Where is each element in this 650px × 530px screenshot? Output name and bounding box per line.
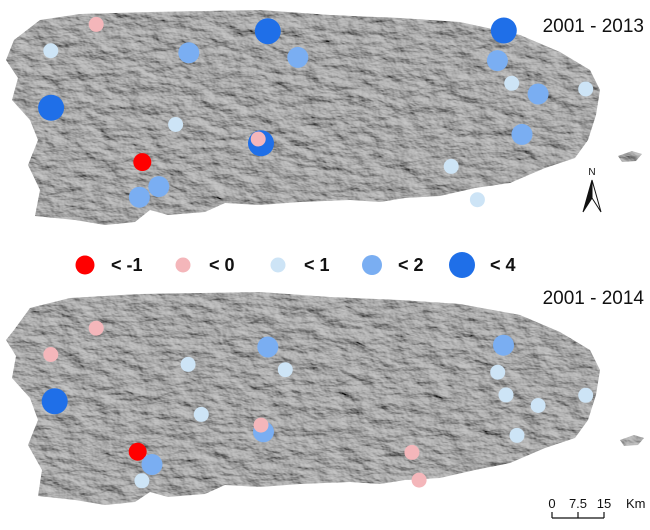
station-marker-pale-blue xyxy=(193,406,209,422)
legend-item: < -1 xyxy=(75,255,143,275)
station-marker-pale-blue xyxy=(168,117,184,132)
station-marker-pale-blue xyxy=(509,427,525,443)
legend-label: < 4 xyxy=(490,255,516,275)
station-marker-pink xyxy=(88,320,104,336)
legend-item: < 4 xyxy=(449,252,516,278)
station-marker-pink xyxy=(43,347,59,362)
legend-label: < -1 xyxy=(111,255,143,275)
station-marker-pale-blue xyxy=(578,81,594,97)
legend-swatch-red xyxy=(75,255,95,275)
station-marker-mid-blue xyxy=(141,454,163,475)
station-marker-mid-blue xyxy=(257,336,279,358)
station-marker-blue xyxy=(38,94,65,121)
station-marker-pale-blue xyxy=(504,75,520,91)
station-marker-blue xyxy=(254,18,281,45)
panel-title: 2001 - 2014 xyxy=(543,288,645,309)
station-marker-mid-blue xyxy=(527,83,549,105)
legend-label: < 0 xyxy=(209,255,235,275)
legend-swatch-mid-blue xyxy=(362,255,382,275)
panel-title: 2001 - 2013 xyxy=(543,16,644,37)
station-marker-mid-blue xyxy=(511,123,533,145)
station-marker-pale-blue xyxy=(490,364,506,380)
station-marker-pale-blue xyxy=(443,158,459,174)
legend-swatch-pink xyxy=(175,257,191,273)
station-marker-red xyxy=(133,153,152,172)
station-marker-pale-blue xyxy=(578,387,594,403)
islet xyxy=(620,435,644,446)
north-arrow-icon: N xyxy=(582,167,602,213)
scale-bar: 0 7.5 15 Km xyxy=(548,496,646,519)
north-label: N xyxy=(588,167,595,178)
legend-label: < 1 xyxy=(304,255,330,275)
station-marker-mid-blue xyxy=(148,176,170,198)
station-marker-pink xyxy=(250,131,266,147)
map-panel-2001-2014: 2001 - 2014 xyxy=(6,288,644,505)
station-marker-pale-blue xyxy=(277,362,293,378)
station-marker-mid-blue xyxy=(128,186,150,208)
station-marker-pale-blue xyxy=(530,398,546,413)
scale-tick-label: 7.5 xyxy=(569,496,587,511)
station-marker-blue xyxy=(490,17,517,44)
station-marker-mid-blue xyxy=(486,50,508,72)
station-marker-pale-blue xyxy=(498,387,514,403)
station-marker-pale-blue xyxy=(134,473,150,489)
puerto-rico-island xyxy=(6,292,600,505)
islet xyxy=(618,151,642,162)
legend-swatch-pale-blue xyxy=(270,257,286,273)
station-marker-mid-blue xyxy=(287,46,309,68)
scale-tick-label: 15 xyxy=(597,496,611,511)
legend-item: < 2 xyxy=(362,255,424,275)
legend-swatch-blue xyxy=(449,252,475,278)
station-marker-pink xyxy=(411,472,427,488)
puerto-rico-island xyxy=(6,10,600,225)
station-marker-mid-blue xyxy=(493,334,514,356)
station-marker-pale-blue xyxy=(180,356,196,372)
legend: < -1 < 0 < 1 < 2 < 4 xyxy=(75,252,516,278)
station-marker-pale-blue xyxy=(469,192,485,208)
station-marker-pink xyxy=(88,16,104,32)
scale-unit-label: Km xyxy=(626,496,646,511)
station-marker-pink xyxy=(404,444,420,460)
station-marker-red xyxy=(128,442,147,461)
scale-bar-line xyxy=(551,512,605,519)
map-panel-2001-2013: 2001 - 2013 xyxy=(6,10,644,225)
scale-tick-label: 0 xyxy=(548,496,555,511)
station-marker-blue xyxy=(41,388,68,415)
legend-item: < 0 xyxy=(175,255,235,275)
station-marker-pale-blue xyxy=(43,43,59,59)
station-marker-mid-blue xyxy=(178,42,200,64)
station-marker-pink xyxy=(253,417,269,433)
legend-item: < 1 xyxy=(270,255,330,275)
legend-label: < 2 xyxy=(398,255,424,275)
